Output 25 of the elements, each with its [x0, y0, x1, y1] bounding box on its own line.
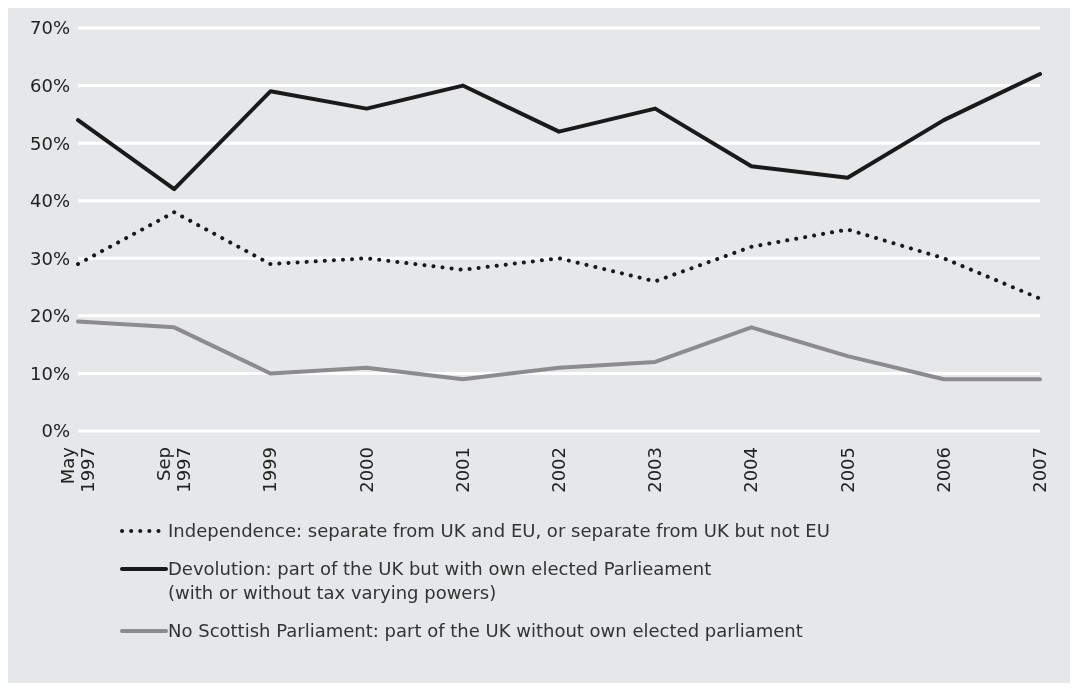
x-tick-label: 2001 [451, 447, 473, 493]
y-tick-label: 20% [29, 305, 70, 327]
y-tick-label: 30% [29, 247, 70, 269]
x-tick-label: 2006 [932, 447, 954, 493]
x-tick-label: 2007 [1029, 447, 1050, 493]
x-tick-label: 2005 [836, 447, 858, 493]
y-tick-label: 50% [29, 132, 70, 154]
line-series [76, 319, 1042, 382]
y-tick-label: 10% [29, 362, 70, 384]
y-tick-label: 40% [29, 190, 70, 212]
x-tick-label: Sep 1997 [153, 447, 195, 493]
legend-label: Devolution: part of the UK but with own elected Parlieament (with or without tax varying powers) [168, 557, 712, 605]
legend-label: Independence: separate from UK and EU, or separate from UK but not EU [168, 519, 830, 543]
x-tick-label: 2004 [740, 447, 762, 493]
x-tick-label: May 1997 [57, 446, 98, 493]
line-series [76, 210, 1042, 301]
line-series [76, 72, 1042, 192]
legend-label: No Scottish Parliament: part of the UK without own elected parliament [168, 619, 803, 643]
x-tick-label: 2000 [355, 447, 377, 493]
y-tick-label: 70% [29, 17, 70, 39]
y-tick-label: 0% [41, 420, 70, 442]
y-tick-label: 60% [29, 74, 70, 96]
x-tick-label: 1999 [259, 447, 281, 493]
x-tick-label: 2002 [548, 447, 569, 493]
x-tick-label: 2003 [644, 447, 666, 493]
